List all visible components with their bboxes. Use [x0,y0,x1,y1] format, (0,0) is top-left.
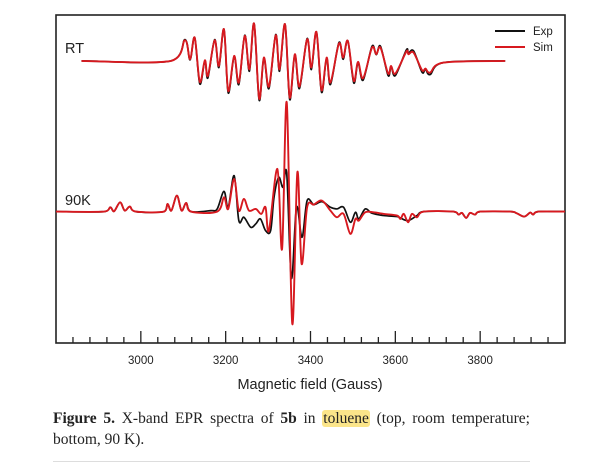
x-tick-label: 3200 [213,355,239,367]
series-sim-rt-line [81,22,506,100]
x-axis-label: Magnetic field (Gauss) [237,377,382,393]
series-sim-90k-line [55,101,566,325]
divider [53,461,530,462]
trace-label-90k: 90K [65,193,91,209]
figure-caption: Figure 5. X-band EPR spectra of 5b in to… [53,408,530,450]
legend-label-sim: Sim [533,42,553,54]
caption-text: (top, room temperature; bottom, 90 K). [53,410,530,448]
x-tick-label: 3000 [128,355,154,367]
x-tick-label: 3600 [383,355,409,367]
caption-label: Figure 5. [53,410,115,427]
legend-label-exp: Exp [533,26,553,38]
caption-highlight[interactable]: toluene [322,410,370,427]
legend: Exp Sim [495,26,553,54]
x-tick-label: 3400 [298,355,324,367]
caption-text: X-band EPR spectra of [114,410,281,427]
epr-spectra-chart: 3000 3200 3400 3600 3800 RT 90K Exp Sim Magn… [55,14,566,393]
caption-text: in [296,410,323,427]
series-exp-90k-line [55,168,566,279]
x-tick-label: 3800 [467,355,493,367]
caption-compound: 5b [280,410,297,427]
trace-label-rt: RT [65,41,84,57]
